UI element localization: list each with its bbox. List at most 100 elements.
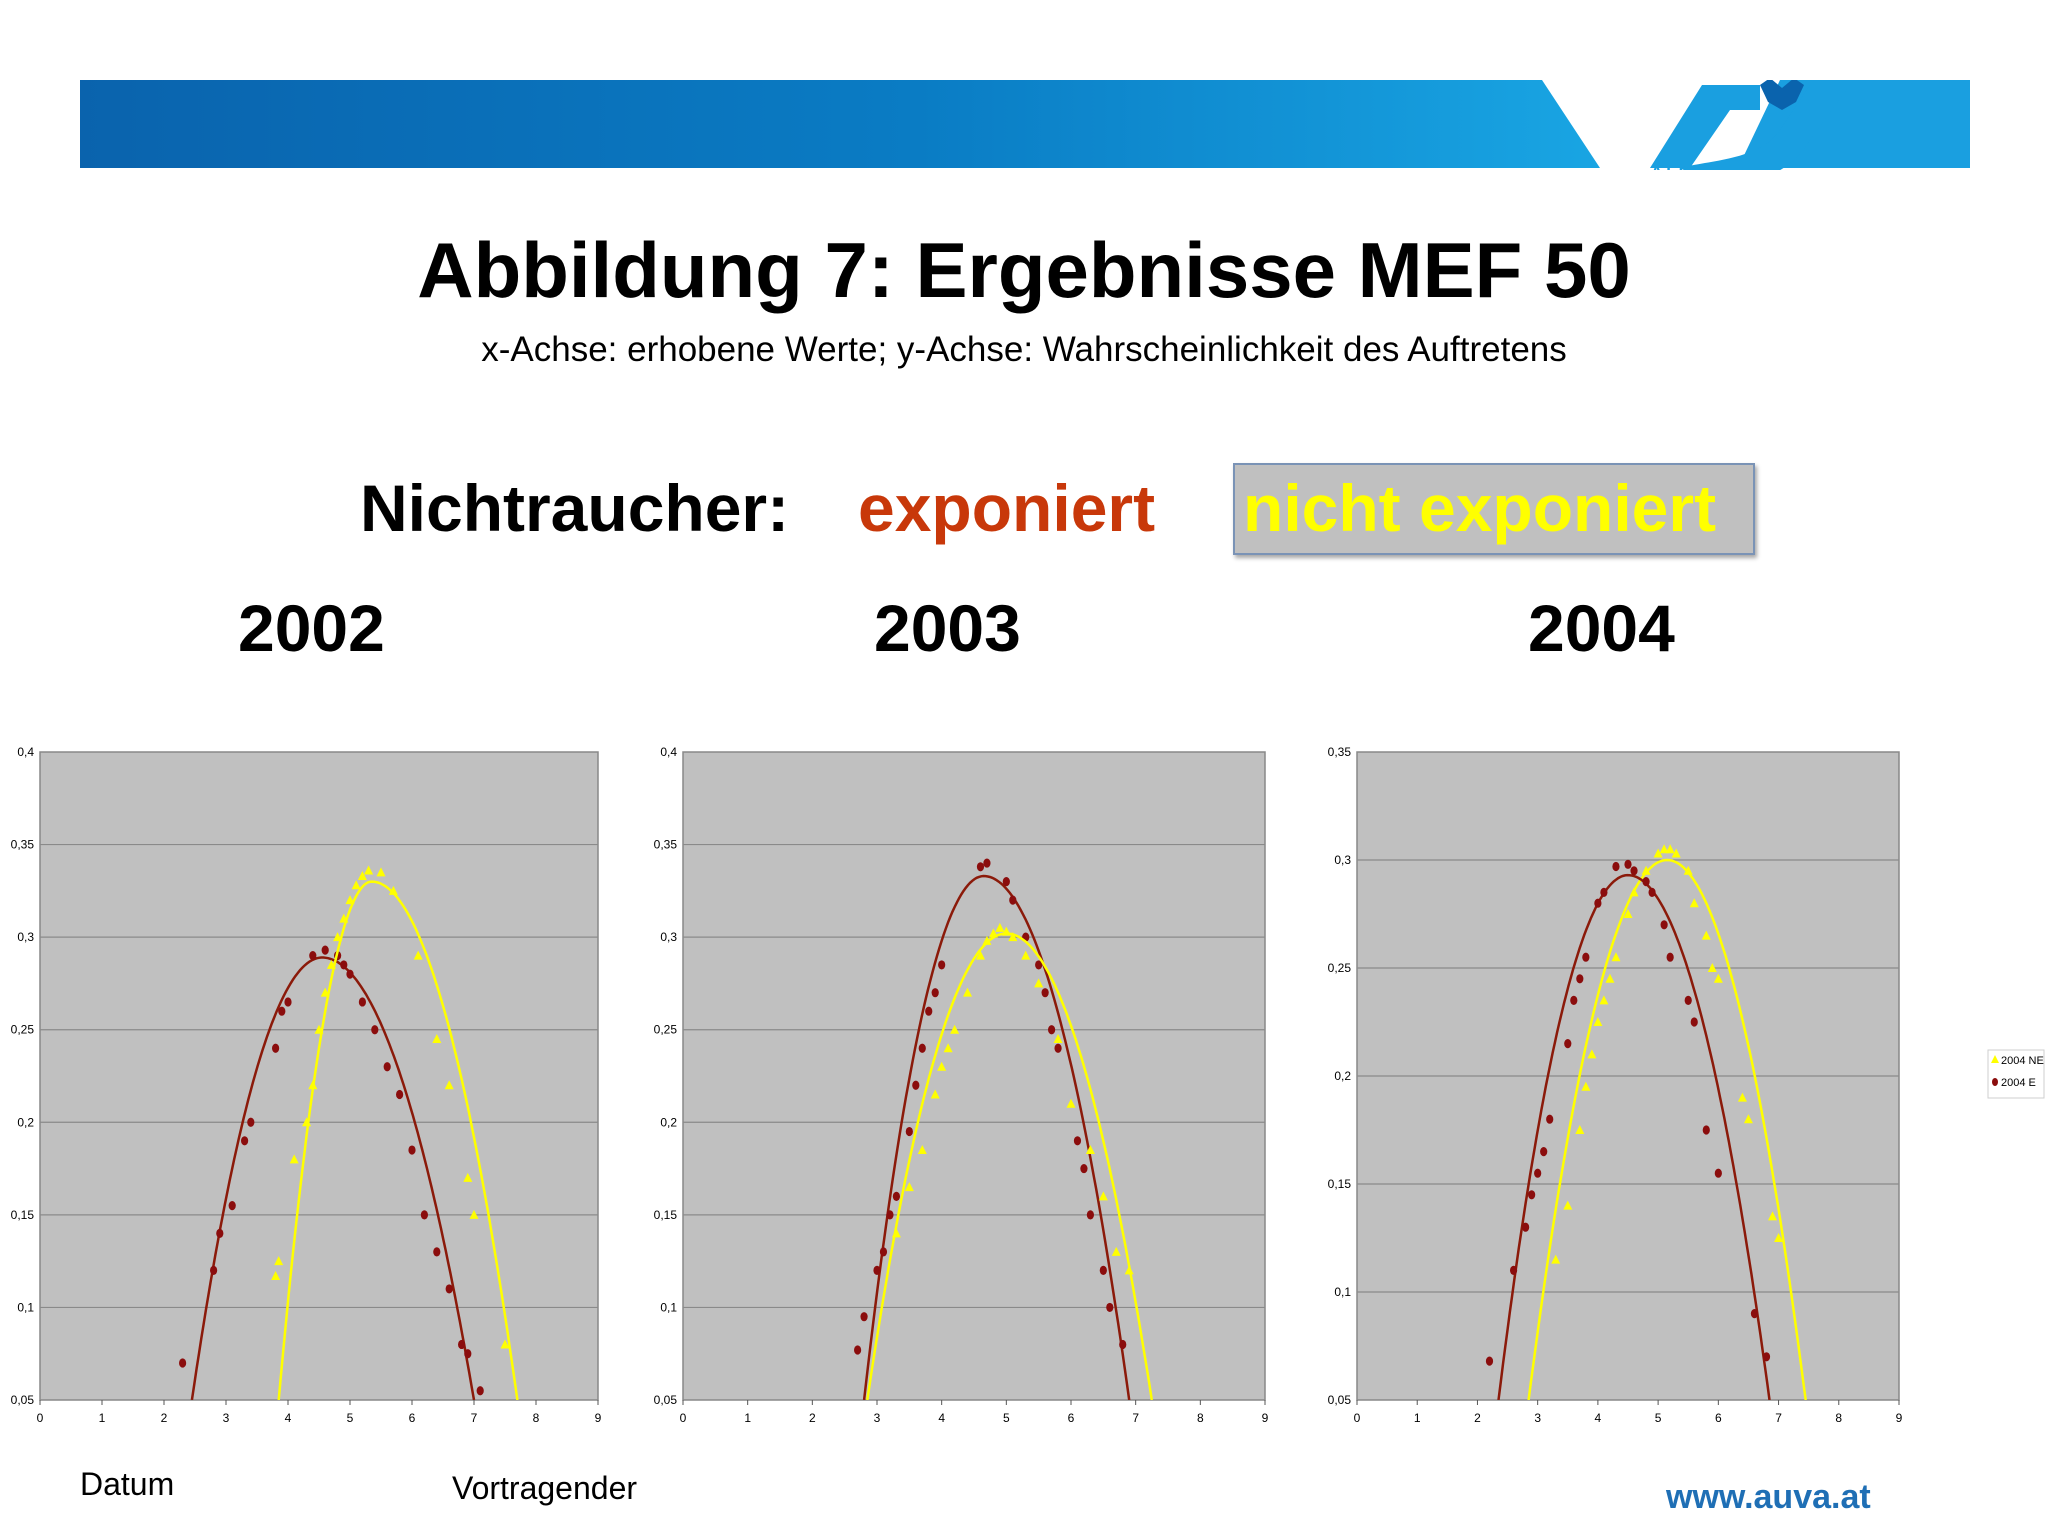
data-point-exposed bbox=[1119, 1339, 1127, 1350]
data-point-exposed bbox=[445, 1284, 453, 1294]
data-point-not_exposed bbox=[413, 950, 423, 960]
data-point-exposed bbox=[1041, 988, 1049, 998]
data-point-not_exposed bbox=[904, 1182, 914, 1192]
x-tick-label: 7 bbox=[471, 1411, 478, 1425]
data-point-not_exposed bbox=[1066, 1098, 1076, 1108]
x-tick-label: 5 bbox=[347, 1411, 354, 1425]
legend-marker bbox=[1991, 1055, 1999, 1063]
legend-not-exposed-box bbox=[1233, 463, 1755, 555]
data-point-not_exposed bbox=[388, 885, 398, 895]
year-label-2002: 2002 bbox=[238, 591, 385, 665]
data-point-not_exposed bbox=[1085, 1145, 1095, 1155]
data-point-exposed bbox=[918, 1043, 926, 1053]
data-point-not_exposed bbox=[1629, 887, 1639, 897]
data-point-not_exposed bbox=[1593, 1017, 1603, 1026]
x-tick-label: 4 bbox=[1595, 1411, 1602, 1425]
data-point-exposed bbox=[216, 1228, 224, 1238]
fit-curve-not_exposed bbox=[277, 880, 519, 1400]
x-tick-label: 9 bbox=[1262, 1411, 1269, 1425]
data-point-not_exposed bbox=[1008, 932, 1018, 942]
data-point-not_exposed bbox=[1665, 844, 1675, 854]
fit-curve-not_exposed bbox=[1527, 858, 1807, 1400]
x-tick-label: 3 bbox=[1534, 1411, 1541, 1425]
data-point-not_exposed bbox=[1768, 1211, 1778, 1221]
data-point-exposed bbox=[1546, 1114, 1554, 1124]
legend-entry: 2004 E bbox=[2001, 1077, 2036, 1089]
data-point-not_exposed bbox=[1098, 1191, 1108, 1201]
data-point-exposed bbox=[241, 1136, 249, 1146]
data-point-not_exposed bbox=[1111, 1246, 1121, 1256]
data-point-exposed bbox=[1690, 1017, 1698, 1027]
data-point-exposed bbox=[925, 1006, 933, 1016]
data-point-not_exposed bbox=[376, 867, 386, 877]
data-point-exposed bbox=[1035, 960, 1043, 970]
data-point-exposed bbox=[396, 1089, 404, 1100]
y-tick-label: 0,35 bbox=[1328, 745, 1352, 759]
data-point-not_exposed bbox=[930, 1089, 940, 1099]
data-point-not_exposed bbox=[345, 895, 355, 905]
chart-legend bbox=[1987, 1049, 2045, 1099]
page-subtitle: x-Achse: erhobene Werte; y-Achse: Wahrsc… bbox=[481, 330, 1567, 369]
data-point-exposed bbox=[1564, 1039, 1572, 1049]
data-point-not_exposed bbox=[364, 865, 374, 875]
data-point-exposed bbox=[1576, 974, 1584, 984]
data-point-exposed bbox=[272, 1043, 280, 1053]
footer-url[interactable]: www.auva.at bbox=[1666, 1478, 1871, 1516]
y-tick-label: 0,15 bbox=[654, 1208, 678, 1222]
x-tick-label: 3 bbox=[223, 1411, 230, 1425]
data-point-not_exposed bbox=[1774, 1233, 1784, 1242]
data-point-exposed bbox=[420, 1210, 428, 1220]
x-tick-label: 4 bbox=[285, 1411, 292, 1425]
plot-content bbox=[1485, 844, 1807, 1400]
legend-not-exposed: nicht exponiert bbox=[1243, 471, 1717, 545]
x-tick-label: 6 bbox=[409, 1411, 416, 1425]
data-point-not_exposed bbox=[314, 1024, 324, 1034]
data-point-not_exposed bbox=[1587, 1049, 1597, 1059]
data-point-exposed bbox=[1600, 887, 1608, 897]
data-point-not_exposed bbox=[963, 987, 973, 997]
data-point-exposed bbox=[476, 1386, 484, 1396]
data-point-exposed bbox=[860, 1312, 868, 1322]
x-tick-label: 9 bbox=[595, 1411, 602, 1425]
data-point-not_exposed bbox=[1599, 995, 1609, 1005]
y-tick-label: 0,1 bbox=[17, 1300, 34, 1314]
data-point-exposed bbox=[1485, 1356, 1494, 1366]
y-tick-label: 0,1 bbox=[1334, 1285, 1351, 1299]
data-point-exposed bbox=[854, 1345, 862, 1355]
data-point-not_exposed bbox=[988, 928, 998, 938]
data-point-not_exposed bbox=[1689, 898, 1699, 908]
data-point-exposed bbox=[1582, 952, 1590, 962]
header-band: AUVA bbox=[80, 80, 1970, 170]
data-point-exposed bbox=[1009, 895, 1017, 905]
y-tick-label: 0,05 bbox=[654, 1393, 678, 1407]
y-tick-label: 0,2 bbox=[1334, 1069, 1351, 1083]
year-label-2003: 2003 bbox=[874, 591, 1021, 665]
data-point-exposed bbox=[886, 1210, 894, 1220]
data-point-exposed bbox=[1080, 1163, 1088, 1174]
data-point-exposed bbox=[1540, 1147, 1548, 1157]
x-tick-label: 8 bbox=[1197, 1411, 1204, 1425]
data-point-exposed bbox=[983, 858, 991, 868]
data-point-exposed bbox=[1522, 1222, 1530, 1232]
data-point-not_exposed bbox=[333, 932, 343, 942]
data-point-not_exposed bbox=[1551, 1254, 1561, 1264]
y-tick-label: 0,35 bbox=[654, 838, 678, 852]
chart-2: 0,05 0,1 0,15 0,2 0,25 0,3 0,35 0 1 2 3 4 5 6 7 8 9 2004 … bbox=[1328, 745, 2045, 1425]
x-tick-label: 2 bbox=[1474, 1411, 1481, 1425]
plot-content bbox=[179, 865, 519, 1400]
data-point-not_exposed bbox=[1021, 950, 1031, 960]
data-point-exposed bbox=[358, 997, 366, 1007]
data-point-not_exposed bbox=[1611, 952, 1621, 962]
data-point-exposed bbox=[1594, 898, 1602, 908]
data-point-exposed bbox=[464, 1349, 472, 1359]
data-point-not_exposed bbox=[1001, 926, 1011, 936]
data-point-exposed bbox=[1642, 877, 1650, 887]
data-point-not_exposed bbox=[1743, 1114, 1753, 1124]
fit-curve-exposed bbox=[862, 874, 1131, 1400]
data-point-exposed bbox=[408, 1145, 416, 1155]
data-point-not_exposed bbox=[917, 1145, 927, 1155]
data-point-exposed bbox=[931, 988, 939, 998]
data-point-exposed bbox=[1666, 952, 1674, 962]
x-tick-label: 3 bbox=[874, 1411, 881, 1425]
data-point-not_exposed bbox=[1707, 963, 1717, 972]
